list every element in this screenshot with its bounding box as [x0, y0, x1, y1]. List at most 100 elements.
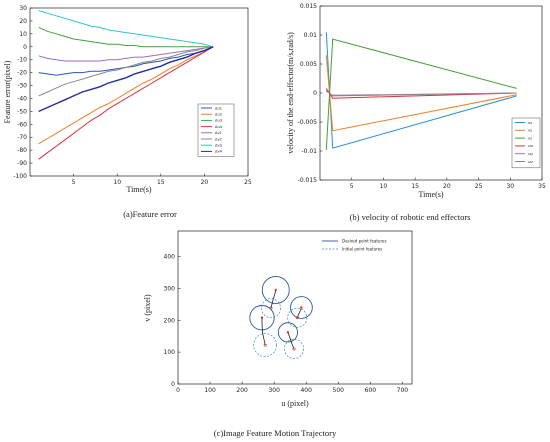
- chart-c-legend-initial-label: Initial point features: [342, 246, 382, 251]
- chart-c-legend-desired-label: Desired point features: [342, 238, 387, 243]
- chart-c-x-label: u (pixel): [281, 399, 309, 408]
- chart-a-series-line-7: [38, 10, 214, 48]
- chart-a-x-tick-label: 20: [201, 179, 209, 186]
- chart-c-x-tick-label: 600: [365, 387, 377, 394]
- desired-feature-point-2: [260, 316, 264, 319]
- chart-a-y-tick-label: -30: [17, 83, 27, 90]
- chart-a-legend-label: Δu2: [215, 113, 222, 117]
- chart-a-x-tick-label: 25: [244, 179, 252, 186]
- chart-a-x-label: Time(s): [126, 185, 151, 194]
- desired-feature-circle-1: [261, 276, 290, 304]
- desired-feature-point-1: [274, 288, 277, 292]
- chart-b-legend-label: vx: [528, 121, 533, 125]
- chart-b-series-line-6: [326, 90, 517, 96]
- chart-a-y-label: Feature error(pixel): [3, 60, 12, 123]
- chart-a-x-tick-label: 15: [157, 179, 165, 186]
- chart-a-y-tick-label: -70: [17, 134, 27, 141]
- chart-a-series-line-3: [38, 26, 214, 48]
- chart-a-legend-label: Δu4: [215, 125, 223, 129]
- chart-b-caption: (b) velocity of robotic end effectors: [350, 212, 471, 222]
- chart-b-legend-label: ωy: [528, 152, 534, 156]
- chart-b-x-tick-label: 25: [475, 183, 483, 190]
- chart-c-plot-frame: [177, 230, 413, 385]
- chart-a-legend-label: Δv2: [215, 137, 222, 141]
- initial-feature-circle-3: [287, 307, 308, 328]
- chart-a-y-tick-label: 10: [19, 31, 27, 38]
- chart-b-y-tick-label: -0.01: [301, 148, 317, 155]
- chart-a-y-tick-label: -90: [17, 160, 27, 167]
- chart-b-y-tick-label: -0.005: [298, 119, 318, 126]
- chart-a-caption: (a)Feature error: [123, 209, 177, 219]
- chart-b-series-line-3: [325, 38, 517, 150]
- initial-feature-point-3: [295, 316, 299, 320]
- chart-c-y-tick-label: 0: [171, 381, 175, 388]
- chart-c-x-tick-label: 300: [268, 387, 280, 394]
- chart-b-y-tick-label: 0: [313, 90, 317, 97]
- initial-feature-circle-2: [253, 333, 278, 357]
- chart-c-x-tick-label: 0: [176, 387, 180, 394]
- desired-feature-circle-2: [249, 305, 275, 331]
- chart-a-legend-label: Δv3: [215, 144, 222, 148]
- initial-feature-point-2: [263, 343, 267, 347]
- chart-c-x-tick-label: 500: [333, 387, 345, 394]
- feature-trajectory-1: [270, 289, 277, 309]
- chart-a-legend-box: [197, 103, 235, 157]
- chart-a-y-tick-label: -60: [17, 121, 27, 128]
- feature-trajectory-2: [261, 317, 266, 346]
- chart-a-y-tick-label: -100: [13, 173, 27, 180]
- chart-b-series-line-1: [325, 32, 517, 149]
- feature-error-chart: 5 10 15 20 25 30 20 10 0 -10 -20 -30 -40 -50 -60 -70 -80…: [3, 5, 252, 219]
- chart-b-legend-label: ωx: [528, 144, 534, 148]
- chart-b-y-tick-label: -0.015: [298, 177, 318, 184]
- chart-c-caption: (c)Image Feature Motion Trajectory: [214, 428, 337, 438]
- desired-feature-point-4: [286, 331, 290, 334]
- chart-a-y-tick-label: -40: [17, 95, 27, 102]
- chart-a-series-line-6: [38, 46, 214, 97]
- chart-b-y-tick-label: 0.005: [300, 61, 317, 68]
- chart-a-y-tick-label: -80: [17, 147, 27, 154]
- chart-b-y-tick-label: 0.015: [300, 3, 317, 10]
- chart-a-y-tick-label: 0: [23, 44, 27, 51]
- chart-a-y-tick-label: -10: [17, 57, 27, 64]
- feature-trajectory-chart: 0 100 200 300 400 500 600 700 0 100 200 300 400 Desi…: [143, 230, 413, 438]
- chart-b-x-tick-label: 10: [380, 183, 388, 190]
- initial-feature-point-4: [292, 347, 296, 351]
- desired-feature-circle-3: [290, 296, 313, 319]
- chart-a-legend-label: Δv1: [215, 131, 222, 135]
- chart-c-x-tick-label: 100: [204, 387, 216, 394]
- chart-c-x-tick-label: 200: [236, 387, 248, 394]
- chart-b-x-tick-label: 5: [350, 183, 354, 190]
- chart-b-y-tick-label: 0.01: [304, 32, 318, 39]
- chart-c-y-tick-label: 300: [164, 285, 176, 292]
- chart-b-legend-label: vy: [528, 129, 533, 133]
- chart-c-y-tick-label: 400: [164, 254, 176, 261]
- initial-feature-circle-1: [261, 298, 281, 319]
- end-effector-velocity-chart: 5 10 15 20 25 30 35 0.015 0.01 0.005 0 -0.005 -0.01 -…: [286, 3, 546, 222]
- chart-c-y-label: v (pixel): [143, 294, 152, 322]
- initial-feature-circle-4: [284, 338, 304, 359]
- chart-a-y-tick-label: -50: [17, 108, 27, 115]
- chart-a-plot-frame: [29, 7, 249, 177]
- chart-a-x-tick-label: 10: [113, 179, 121, 186]
- chart-a-series-line-2: [38, 46, 214, 145]
- chart-b-x-tick-label: 35: [538, 183, 546, 190]
- chart-b-y-label: velocity of the end-effector(m/s,rad/s): [286, 32, 295, 154]
- chart-a-legend-label: Δv4: [215, 150, 223, 154]
- chart-c-x-tick-label: 700: [397, 387, 409, 394]
- feature-trajectory-3: [296, 307, 302, 318]
- chart-a-y-tick-label: 20: [19, 18, 27, 25]
- chart-b-x-label: Time(s): [418, 190, 443, 199]
- chart-a-series-line-8: [38, 46, 214, 113]
- chart-b-x-tick-label: 15: [411, 183, 419, 190]
- chart-a-x-tick-label: 5: [72, 179, 76, 186]
- chart-a-y-tick-label: -20: [17, 70, 27, 77]
- chart-b-x-tick-label: 30: [506, 183, 514, 190]
- chart-b-legend-label: vz: [528, 136, 532, 140]
- chart-a-legend-label: Δu3: [215, 119, 222, 123]
- chart-c-y-tick-label: 100: [164, 349, 176, 356]
- chart-a-legend-label: Δu1: [215, 106, 222, 110]
- feature-trajectory-4: [287, 332, 295, 350]
- chart-a-series-line-5: [38, 46, 214, 62]
- chart-b-series-line-2: [325, 55, 517, 132]
